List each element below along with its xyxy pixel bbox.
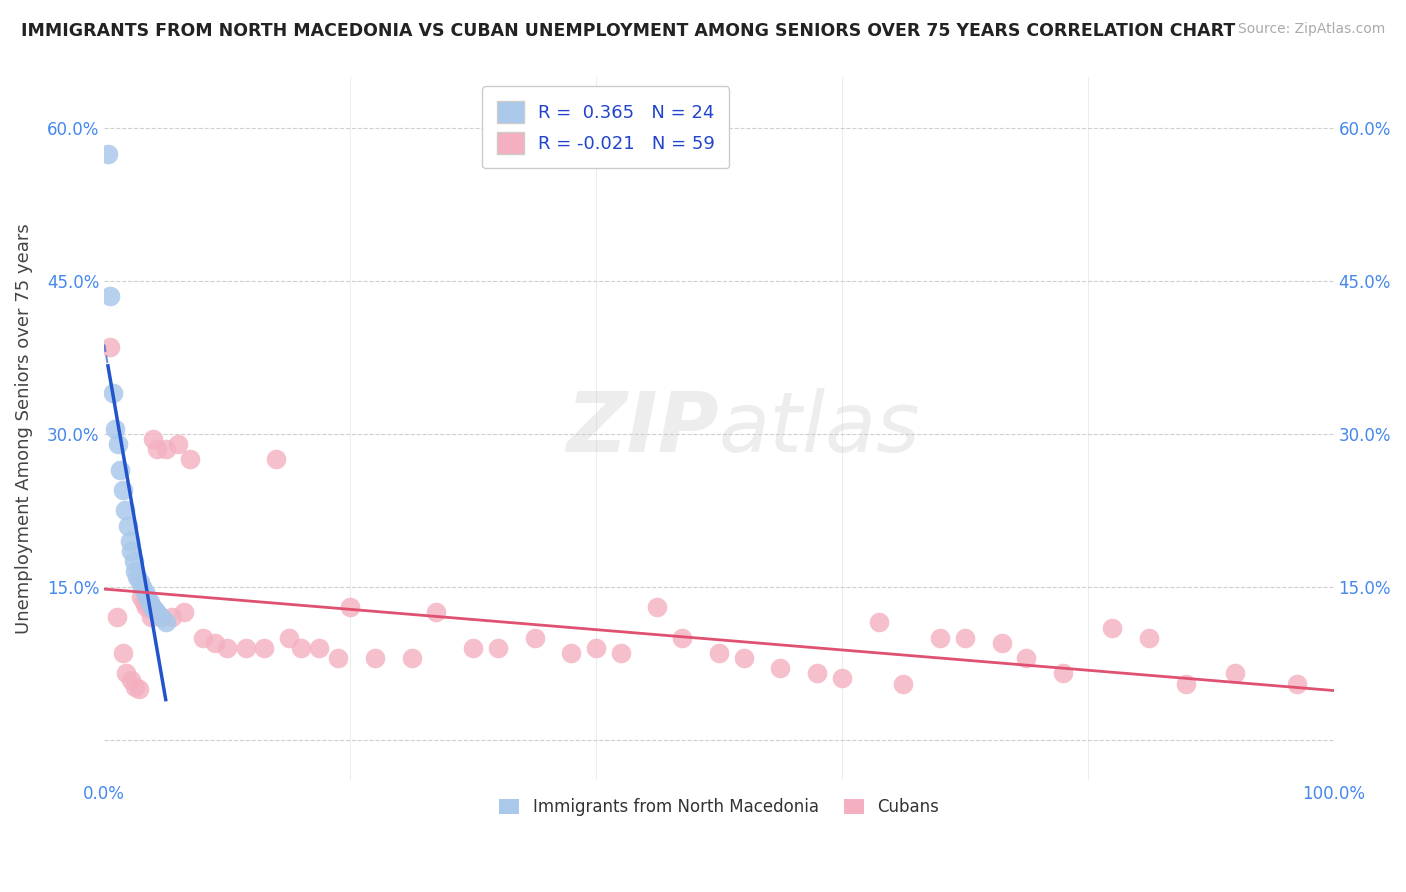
Point: [136, 590, 159, 604]
Point: [647, 600, 669, 615]
Point: [107, 437, 129, 451]
Point: [425, 605, 447, 619]
Point: [277, 631, 299, 645]
Point: [290, 640, 312, 655]
Point: [135, 600, 157, 615]
Point: [235, 640, 257, 655]
Point: [120, 673, 142, 688]
Point: [120, 533, 142, 548]
Text: ZIP: ZIP: [567, 388, 718, 469]
Point: [173, 605, 195, 619]
Point: [143, 603, 166, 617]
Point: [733, 651, 755, 665]
Point: [364, 651, 387, 665]
Point: [128, 681, 150, 696]
Point: [1225, 666, 1247, 681]
Point: [100, 289, 122, 303]
Point: [129, 574, 152, 589]
Point: [120, 544, 142, 558]
Point: [104, 422, 127, 436]
Point: [115, 666, 138, 681]
Text: Source: ZipAtlas.com: Source: ZipAtlas.com: [1237, 22, 1385, 37]
Point: [138, 595, 160, 609]
Point: [149, 610, 172, 624]
Point: [769, 661, 792, 675]
Point: [127, 569, 149, 583]
Point: [167, 437, 190, 451]
Point: [146, 442, 169, 457]
Point: [117, 518, 139, 533]
Point: [131, 580, 153, 594]
Point: [101, 386, 124, 401]
Point: [149, 610, 172, 624]
Point: [141, 600, 163, 615]
Point: [114, 503, 136, 517]
Point: [523, 631, 546, 645]
Point: [111, 483, 134, 497]
Point: [124, 680, 146, 694]
Point: [953, 631, 976, 645]
Point: [1052, 666, 1074, 681]
Point: [204, 636, 226, 650]
Legend: Immigrants from North Macedonia, Cubans: Immigrants from North Macedonia, Cubans: [491, 790, 948, 825]
Point: [100, 340, 122, 354]
Point: [1175, 676, 1198, 690]
Point: [111, 646, 134, 660]
Point: [142, 432, 165, 446]
Point: [179, 452, 201, 467]
Point: [139, 610, 162, 624]
Point: [326, 651, 349, 665]
Point: [868, 615, 890, 630]
Point: [129, 590, 152, 604]
Point: [155, 442, 177, 457]
Point: [253, 640, 276, 655]
Text: IMMIGRANTS FROM NORTH MACEDONIA VS CUBAN UNEMPLOYMENT AMONG SENIORS OVER 75 YEAR: IMMIGRANTS FROM NORTH MACEDONIA VS CUBAN…: [21, 22, 1236, 40]
Point: [990, 636, 1012, 650]
Point: [105, 610, 128, 624]
Point: [217, 640, 239, 655]
Point: [339, 600, 361, 615]
Point: [891, 676, 914, 690]
Point: [671, 631, 693, 645]
Point: [146, 606, 169, 620]
Point: [155, 615, 177, 630]
Point: [560, 646, 582, 660]
Point: [132, 595, 155, 609]
Point: [138, 600, 160, 615]
Point: [1285, 676, 1308, 690]
Point: [707, 646, 730, 660]
Point: [1015, 651, 1038, 665]
Text: atlas: atlas: [718, 388, 921, 469]
Point: [110, 462, 132, 476]
Point: [929, 631, 952, 645]
Point: [585, 640, 607, 655]
Point: [806, 666, 828, 681]
Point: [160, 610, 183, 624]
Point: [134, 585, 156, 599]
Point: [401, 651, 423, 665]
Point: [266, 452, 288, 467]
Point: [831, 672, 853, 686]
Point: [1137, 631, 1160, 645]
Point: [122, 554, 145, 568]
Point: [191, 631, 214, 645]
Point: [124, 565, 146, 579]
Point: [461, 640, 484, 655]
Point: [97, 146, 120, 161]
Point: [1101, 620, 1123, 634]
Point: [308, 640, 330, 655]
Point: [486, 640, 509, 655]
Point: [609, 646, 631, 660]
Y-axis label: Unemployment Among Seniors over 75 years: Unemployment Among Seniors over 75 years: [15, 224, 32, 634]
